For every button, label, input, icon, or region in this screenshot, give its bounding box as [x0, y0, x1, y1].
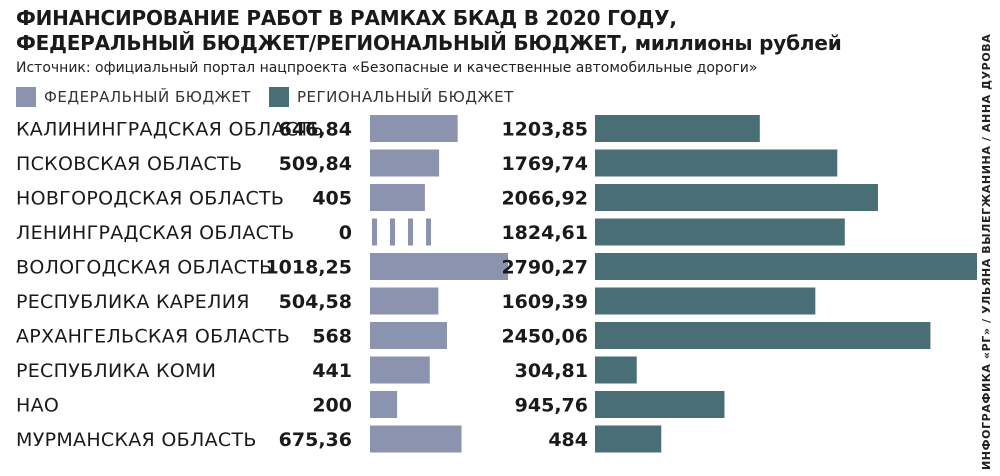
federal-value-label: 0: [339, 222, 352, 244]
category-label: ПСКОВСКАЯ ОБЛАСТЬ: [16, 153, 242, 175]
regional-bar: [595, 253, 977, 280]
federal-value-label: 504,58: [279, 291, 352, 313]
regional-value-label: 1609,39: [501, 291, 588, 313]
federal-value-label: 441: [312, 360, 352, 382]
category-label: КАЛИНИНГРАДСКАЯ ОБЛАСТЬ: [16, 119, 324, 141]
federal-value-label: 200: [312, 395, 352, 417]
chart-title: ФИНАНСИРОВАНИЕ РАБОТ В РАМКАХ БКАД В 202…: [16, 6, 916, 56]
federal-value-label: 675,36: [279, 429, 352, 451]
category-label: РЕСПУБЛИКА КОМИ: [16, 360, 216, 382]
federal-bar: [370, 149, 440, 177]
regional-bar: [595, 218, 845, 246]
federal-bar: [370, 287, 439, 315]
regional-value-label: 2450,06: [501, 326, 588, 348]
title-line-1: ФИНАНСИРОВАНИЕ РАБОТ В РАМКАХ БКАД В 202…: [16, 6, 677, 30]
federal-bar: [370, 322, 447, 349]
regional-value-label: 2790,27: [501, 257, 588, 279]
federal-value-label: 1018,25: [265, 257, 352, 279]
federal-bar-zero-dash: [372, 218, 377, 246]
regional-value-label: 1203,85: [501, 119, 588, 141]
regional-bar: [595, 287, 816, 315]
regional-value-label: 1824,61: [501, 222, 588, 244]
federal-bar: [370, 391, 398, 418]
category-label: НОВГОРОДСКАЯ ОБЛАСТЬ: [16, 188, 284, 210]
federal-value-label: 646,84: [279, 119, 352, 141]
federal-bar: [370, 115, 458, 142]
federal-value-label: 405: [312, 188, 352, 210]
credit-text: ИНФОГРАФИКА «РГ» / УЛЬЯНА ВЫЛЕГЖАНИНА / …: [980, 33, 993, 470]
regional-bar: [595, 149, 838, 177]
federal-bar-zero-dash: [390, 218, 395, 246]
title-line-2-text: ФЕДЕРАЛЬНЫЙ БЮДЖЕТ/РЕГИОНАЛЬНЫЙ БЮДЖЕТ,: [16, 31, 628, 55]
category-label: АРХАНГЕЛЬСКАЯ ОБЛАСТЬ: [16, 326, 290, 348]
category-label: НАО: [16, 395, 59, 417]
federal-value-label: 509,84: [279, 153, 352, 175]
source-note: Источник: официальный портал нацпроекта …: [16, 60, 758, 76]
category-label: МУРМАНСКАЯ ОБЛАСТЬ: [16, 429, 257, 451]
category-label: ВОЛОГОДСКАЯ ОБЛАСТЬ: [16, 257, 273, 279]
category-label: РЕСПУБЛИКА КАРЕЛИЯ: [16, 291, 250, 313]
legend-swatch-regional: [268, 87, 289, 107]
regional-value-label: 1769,74: [501, 153, 588, 175]
title-unit: миллионы рублей: [634, 31, 842, 55]
category-label: ЛЕНИНГРАДСКАЯ ОБЛАСТЬ: [16, 222, 294, 244]
federal-value-label: 568: [312, 326, 352, 348]
regional-bar: [595, 184, 878, 211]
regional-bar: [595, 115, 760, 142]
regional-value-label: 484: [548, 429, 588, 451]
regional-value-label: 2066,92: [501, 188, 588, 210]
legend-swatch-federal: [16, 87, 36, 107]
legend: ФЕДЕРАЛЬНЫЙ БЮДЖЕТ РЕГИОНАЛЬНЫЙ БЮДЖЕТ: [16, 86, 532, 108]
legend-label-regional: РЕГИОНАЛЬНЫЙ БЮДЖЕТ: [296, 88, 514, 106]
federal-bar: [370, 356, 430, 384]
federal-bar-zero-dash: [426, 218, 431, 246]
federal-bar: [370, 184, 425, 211]
federal-bar-zero-dash: [408, 218, 413, 246]
federal-bar: [370, 253, 508, 280]
regional-value-label: 945,76: [515, 395, 588, 417]
regional-bar: [595, 322, 931, 349]
regional-bar: [595, 391, 725, 418]
regional-bar: [595, 425, 662, 453]
title-line-2: ФЕДЕРАЛЬНЫЙ БЮДЖЕТ/РЕГИОНАЛЬНЫЙ БЮДЖЕТ, …: [16, 31, 916, 56]
regional-bar: [595, 356, 637, 384]
federal-bar: [370, 425, 462, 453]
regional-value-label: 304,81: [515, 360, 588, 382]
legend-label-federal: ФЕДЕРАЛЬНЫЙ БЮДЖЕТ: [44, 88, 251, 106]
